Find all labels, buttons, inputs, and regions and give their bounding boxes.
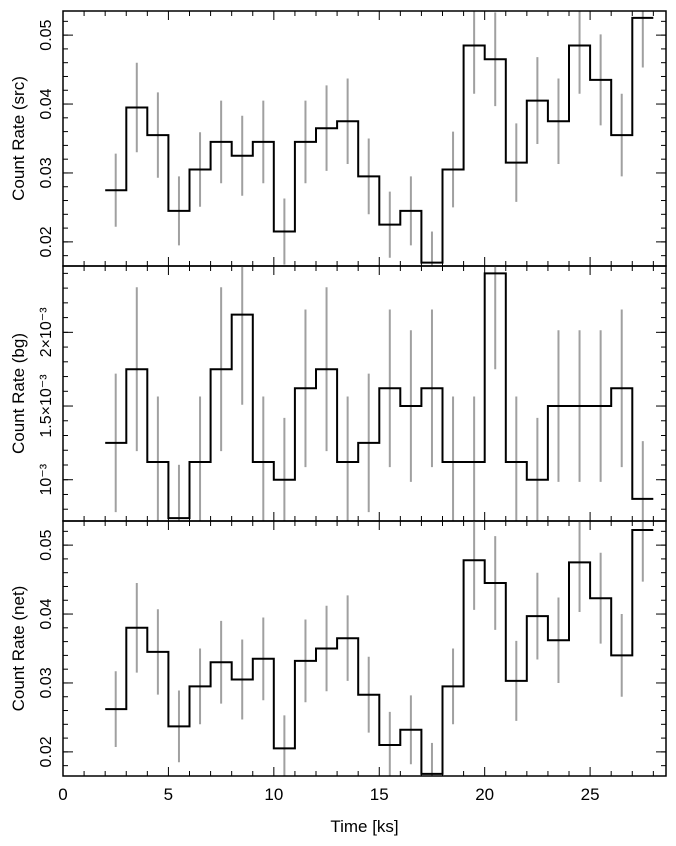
bg-y-axis-label: Count Rate (bg) xyxy=(9,333,28,454)
bg-step-line xyxy=(105,272,654,520)
src-y-tick-label: 0.03 xyxy=(38,157,55,188)
x-axis-label: Time [ks] xyxy=(330,817,398,836)
bg-y-tick-label: 1.5×10⁻³ xyxy=(38,374,55,438)
net-y-tick-label: 0.03 xyxy=(38,667,55,698)
src-y-tick-label: 0.02 xyxy=(38,226,55,257)
net-y-tick-label: 0.02 xyxy=(38,736,55,767)
bg-ticks: 10⁻³ 1.5×10⁻³ 2×10⁻³ xyxy=(38,266,666,521)
src-step-line xyxy=(105,16,654,264)
x-tick-label: 25 xyxy=(581,785,600,804)
bg-y-tick-label: 10⁻³ xyxy=(38,463,55,495)
x-tick-label: 0 xyxy=(58,785,67,804)
panel-src: 0.02 0.03 0.04 0.05 Count Rate (src) xyxy=(9,10,667,267)
net-y-tick-label: 0.05 xyxy=(38,529,55,560)
x-tick-label: 10 xyxy=(264,785,283,804)
net-step-line xyxy=(105,529,654,775)
bg-y-tick-label: 2×10⁻³ xyxy=(38,307,55,357)
src-y-axis-label: Count Rate (src) xyxy=(9,76,28,201)
panel-net: 0 5 10 15 20 25 0.02 0.03 0.04 0.05 Count Rate (n… xyxy=(9,520,667,836)
x-tick-label: 20 xyxy=(475,785,494,804)
net-ticks: 0 5 10 15 20 25 0.02 0.03 0.04 0.05 xyxy=(38,521,666,804)
src-y-tick-label: 0.05 xyxy=(38,19,55,50)
src-y-tick-label: 0.04 xyxy=(38,88,55,119)
src-ticks: 0.02 0.03 0.04 0.05 xyxy=(38,11,666,266)
net-axes-frame xyxy=(62,520,667,777)
x-tick-label: 5 xyxy=(164,785,173,804)
net-y-axis-label: Count Rate (net) xyxy=(9,586,28,712)
net-y-tick-label: 0.04 xyxy=(38,598,55,629)
x-tick-label: 15 xyxy=(370,785,389,804)
